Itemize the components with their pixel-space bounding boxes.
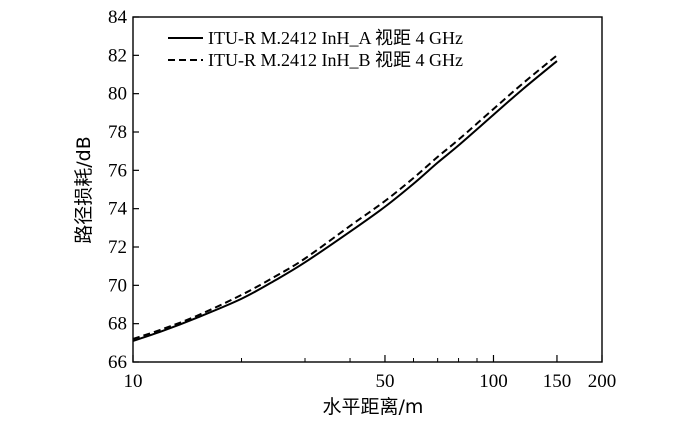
y-tick-label: 82 <box>108 45 127 66</box>
y-tick-label: 78 <box>108 122 127 143</box>
y-tick-label: 72 <box>108 237 127 258</box>
plot-frame <box>132 16 603 363</box>
x-tick-label: 150 <box>543 371 572 392</box>
y-tick-label: 68 <box>108 314 127 335</box>
y-tick-label: 66 <box>108 352 127 373</box>
y-tick-label: 76 <box>108 160 127 181</box>
x-tick-label: 200 <box>588 371 617 392</box>
legend-label: ITU-R M.2412 InH_A 视距 4 GHz <box>208 28 463 48</box>
y-axis-title: 路径损耗/dB <box>73 136 95 244</box>
legend-label: ITU-R M.2412 InH_B 视距 4 GHz <box>208 50 463 70</box>
x-axis-title: 水平距离/m <box>323 396 424 418</box>
series-line-inh-a <box>132 60 558 342</box>
x-tick-label: 100 <box>479 371 508 392</box>
x-tick-label: 50 <box>375 371 394 392</box>
y-tick-label: 84 <box>108 7 128 28</box>
y-tick-label: 70 <box>108 275 127 296</box>
y-tick-label: 80 <box>108 84 127 105</box>
series-line-inh-b <box>132 54 558 340</box>
x-tick-label: 10 <box>124 371 143 392</box>
y-tick-label: 74 <box>108 199 128 220</box>
